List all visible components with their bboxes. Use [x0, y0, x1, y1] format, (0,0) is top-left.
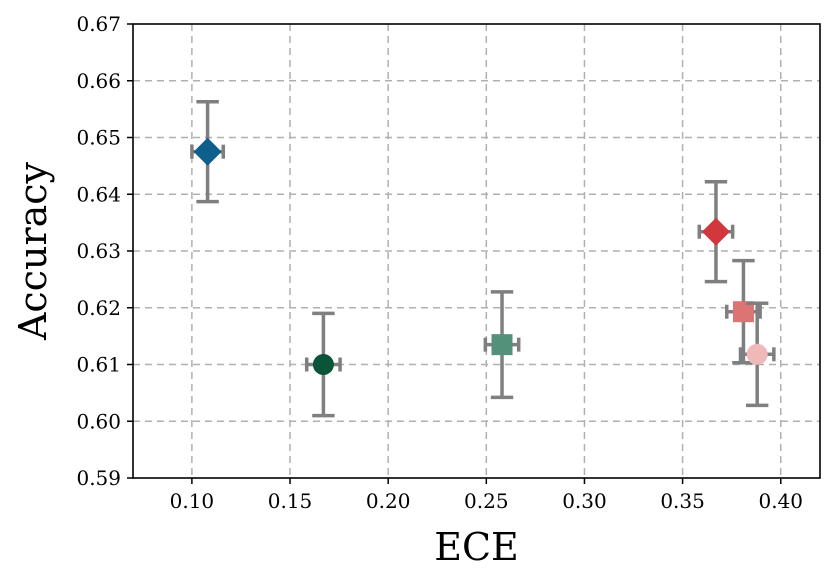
data-point	[697, 180, 735, 284]
x-tick-label: 0.40	[758, 489, 803, 513]
y-tick-label: 0.61	[76, 353, 121, 377]
x-axis-ticks: 0.10 0.15 0.20 0.25 0.30 0.35 0.40	[170, 478, 803, 513]
y-axis-ticks: 0.59 0.60 0.61 0.62 0.63 0.64 0.65 0.66 0.67	[76, 12, 133, 490]
data-point	[190, 99, 226, 204]
data-point	[483, 290, 521, 400]
y-tick-label: 0.63	[76, 239, 121, 263]
y-tick-label: 0.62	[76, 296, 121, 320]
data-point	[738, 301, 776, 408]
x-tick-label: 0.10	[170, 489, 215, 513]
y-tick-label: 0.67	[76, 12, 121, 36]
x-axis-label: ECE	[434, 525, 519, 569]
x-tick-label: 0.30	[562, 489, 607, 513]
data-points	[190, 99, 776, 418]
y-tick-label: 0.64	[76, 182, 121, 206]
plot-frame	[132, 23, 821, 479]
y-tick-label: 0.65	[76, 126, 121, 150]
square-marker	[491, 334, 513, 356]
y-tick-label: 0.66	[76, 69, 121, 93]
y-tick-label: 0.60	[76, 409, 121, 433]
x-tick-label: 0.25	[464, 489, 509, 513]
square-marker	[732, 301, 754, 323]
data-point	[304, 311, 342, 418]
data-point	[725, 258, 762, 365]
circle-marker	[312, 354, 334, 375]
diamond-marker	[701, 217, 730, 246]
x-tick-label: 0.20	[366, 489, 411, 513]
y-axis-label: Accuracy	[11, 161, 55, 341]
diamond-marker	[193, 137, 222, 166]
x-tick-label: 0.15	[268, 489, 313, 513]
x-tick-label: 0.35	[660, 489, 705, 513]
grid-lines	[133, 24, 820, 478]
y-tick-label: 0.59	[76, 466, 121, 490]
circle-marker	[746, 343, 768, 365]
